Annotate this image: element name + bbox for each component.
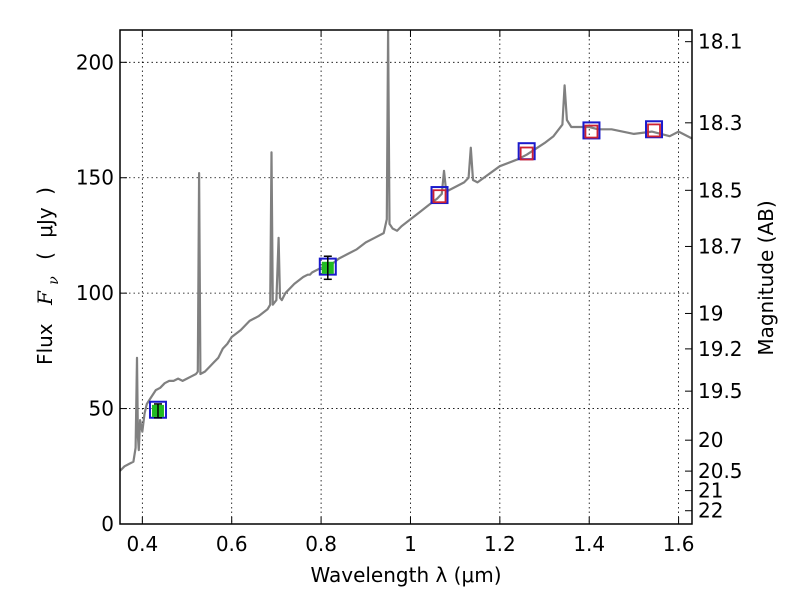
tick-labels: 0.4 0.6 0.8 1 1.2 1.4 1.6 0 50 100 150 200 18.1 18.3 1… [76, 30, 743, 556]
x-tick-label: 0.6 [216, 532, 248, 556]
spectrum-line [120, 30, 692, 472]
x-tick-label: 1.4 [573, 532, 605, 556]
observed-nir-marker [647, 123, 661, 138]
plot-frame [119, 29, 693, 525]
y-tick-label: 50 [89, 397, 114, 421]
y2-tick-label: 21 [698, 479, 723, 503]
y-axis-label-close-paren: ) [33, 187, 57, 195]
y2-tick-label: 18.5 [698, 178, 743, 202]
y-axis-label-open-paren: ( [33, 252, 57, 260]
x-axis-label: Wavelength λ (μm) [310, 563, 501, 587]
grid [120, 30, 692, 525]
x-tick-label: 1 [404, 532, 417, 556]
y-tick-label: 0 [101, 512, 114, 536]
y-tick-label: 150 [76, 166, 114, 190]
observed-nir-marker [432, 189, 447, 204]
y2-tick-label: 19.5 [698, 379, 743, 403]
plot-area [120, 30, 692, 472]
tick-marks [120, 30, 692, 525]
y2-axis-label: Magnitude (AB) [754, 200, 778, 355]
y-tick-label: 200 [76, 50, 114, 74]
x-tick-label: 0.8 [305, 532, 337, 556]
y-axis-label-f: F [33, 290, 57, 306]
observed-nir-marker [519, 146, 534, 161]
y2-tick-label: 20 [698, 428, 723, 452]
observed-nir-marker [584, 124, 599, 139]
y-axis-label-unit: μJy [33, 207, 57, 238]
y-axis-label-flux: Flux [33, 323, 57, 365]
y2-tick-label: 18.7 [698, 234, 743, 258]
x-tick-label: 1.6 [663, 532, 695, 556]
x-tick-label: 0.4 [126, 532, 158, 556]
y-axis-label-nu: ν [46, 276, 62, 285]
y2-tick-label: 18.3 [698, 111, 743, 135]
y2-tick-label: 19.2 [698, 337, 743, 361]
x-tick-label: 1.2 [484, 532, 516, 556]
y2-tick-label: 22 [698, 499, 723, 523]
y2-tick-label: 20.5 [698, 459, 743, 483]
y2-tick-label: 19 [698, 301, 723, 325]
data-layer [120, 30, 692, 472]
y-tick-label: 100 [76, 281, 114, 305]
y2-tick-label: 18.1 [698, 30, 743, 54]
y-axis-label: Flux F ν ( μJy ) [33, 187, 63, 365]
